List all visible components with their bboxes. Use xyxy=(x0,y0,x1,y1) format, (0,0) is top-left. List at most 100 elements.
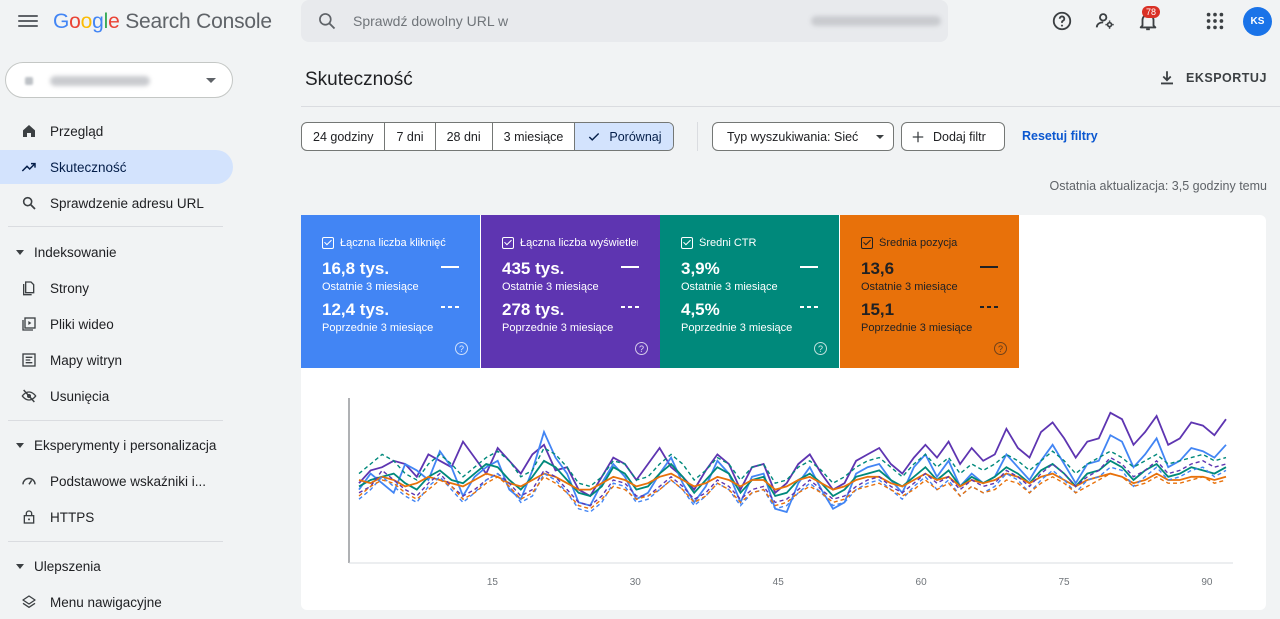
compare-button[interactable]: Porównaj xyxy=(575,123,673,150)
date-range-selector: 24 godziny 7 dni 28 dni 3 miesiące Porów… xyxy=(301,122,674,151)
sitemap-icon xyxy=(22,353,36,367)
export-label: EKSPORTUJ xyxy=(1186,71,1267,85)
x-tick-label: 15 xyxy=(487,577,499,588)
avatar-initials: KS xyxy=(1250,16,1265,27)
metric-current-value: 435 tys. xyxy=(502,259,565,278)
metric-card-position[interactable]: Średnia pozycja 13,6 Ostatnie 3 miesiące… xyxy=(840,215,1019,368)
metric-card-ctr[interactable]: Średni CTR 3,9% Ostatnie 3 miesiące 4,5%… xyxy=(660,215,839,368)
sidebar-item-core-web-vitals[interactable]: Podstawowe wskaźniki i... xyxy=(0,464,233,498)
sidebar-section-title: Eksperymenty i personalizacja xyxy=(34,437,217,453)
sidebar-item-url-inspection[interactable]: Sprawdzenie adresu URL xyxy=(0,186,233,220)
metric-previous-label: Poprzednie 3 miesiące xyxy=(502,322,614,334)
search-type-filter[interactable]: Typ wyszukiwania: Sieć xyxy=(712,122,894,151)
solid-line-legend-icon xyxy=(621,266,639,268)
export-button[interactable]: EKSPORTUJ xyxy=(1158,69,1267,87)
date-range-28d[interactable]: 28 dni xyxy=(436,123,493,150)
compare-label: Porównaj xyxy=(609,129,662,144)
performance-line-chart: 15 30 45 60 75 90 xyxy=(348,398,1233,588)
header-divider xyxy=(301,106,1280,107)
sidebar-item-label: Menu nawigacyjne xyxy=(50,594,162,610)
manage-users-icon[interactable] xyxy=(1094,10,1116,32)
sidebar-item-pages[interactable]: Strony xyxy=(0,271,233,305)
x-tick-label: 60 xyxy=(916,577,928,588)
apps-grid-icon[interactable] xyxy=(1204,10,1226,32)
last-update-text: Ostatnia aktualizacja: 3,5 godziny temu xyxy=(1049,179,1267,193)
sidebar-item-label: Usunięcia xyxy=(50,388,110,404)
add-filter-button[interactable]: Dodaj filtr xyxy=(901,122,1005,151)
help-icon[interactable]: ? xyxy=(814,342,827,355)
speed-icon xyxy=(22,477,36,485)
property-favicon xyxy=(25,77,33,85)
solid-line-legend-icon xyxy=(800,266,818,268)
sidebar-section-enhancements[interactable]: Ulepszenia xyxy=(0,551,233,581)
blurred-url xyxy=(811,16,941,26)
sidebar-item-label: Skuteczność xyxy=(50,159,127,175)
visibility-off-icon xyxy=(21,389,37,403)
metric-previous-value: 12,4 tys. xyxy=(322,300,390,319)
sidebar-item-breadcrumbs[interactable]: Menu nawigacyjne xyxy=(0,585,233,619)
search-icon xyxy=(22,196,36,210)
x-tick-label: 90 xyxy=(1201,577,1213,588)
property-selector[interactable] xyxy=(5,62,233,98)
date-range-24h[interactable]: 24 godziny xyxy=(302,123,386,150)
avatar[interactable]: KS xyxy=(1243,7,1272,36)
sidebar-item-label: Pliki wideo xyxy=(50,316,114,332)
help-icon[interactable]: ? xyxy=(635,342,648,355)
metric-title: Średnia pozycja xyxy=(879,237,958,249)
series-line-2 xyxy=(358,459,1227,498)
layers-icon xyxy=(22,595,36,608)
metric-card-impressions[interactable]: Łączna liczba wyświetleń 435 tys. Ostatn… xyxy=(481,215,660,368)
metric-current-label: Ostatnie 3 miesiące xyxy=(861,281,958,293)
sidebar-item-label: Strony xyxy=(50,280,90,296)
series-line-5 xyxy=(358,466,1227,513)
property-name-blurred xyxy=(50,76,150,86)
logo[interactable]: Google Search Console xyxy=(53,10,272,34)
sidebar-section-title: Indeksowanie xyxy=(34,244,117,260)
sidebar-item-performance[interactable]: Skuteczność xyxy=(0,150,233,184)
sidebar-item-https[interactable]: HTTPS xyxy=(0,500,233,534)
x-tick-label: 30 xyxy=(630,577,642,588)
date-range-7d[interactable]: 7 dni xyxy=(385,123,436,150)
sidebar-item-sitemaps[interactable]: Mapy witryn xyxy=(0,343,233,377)
sidebar-item-overview[interactable]: Przegląd xyxy=(0,114,233,148)
add-filter-label: Dodaj filtr xyxy=(933,129,986,144)
url-inspect-search[interactable] xyxy=(301,0,948,42)
sidebar-section-title: Ulepszenia xyxy=(34,558,101,574)
checkbox-icon[interactable] xyxy=(681,237,693,249)
metric-previous-value: 4,5% xyxy=(681,300,720,319)
checkbox-icon[interactable] xyxy=(502,237,514,249)
menu-icon[interactable] xyxy=(18,12,38,30)
search-input[interactable] xyxy=(353,13,913,29)
sidebar-item-label: HTTPS xyxy=(50,509,95,525)
collapse-caret-icon xyxy=(16,442,24,448)
metric-current-label: Ostatnie 3 miesiące xyxy=(502,281,599,293)
dashed-line-legend-icon xyxy=(441,306,459,308)
metric-current-value: 13,6 xyxy=(861,259,895,278)
metric-previous-value: 278 tys. xyxy=(502,300,565,319)
home-icon xyxy=(23,125,35,137)
sidebar-section-experiments[interactable]: Eksperymenty i personalizacja xyxy=(0,430,233,460)
checkbox-icon[interactable] xyxy=(861,237,873,249)
download-icon xyxy=(1161,71,1173,85)
sidebar-item-label: Przegląd xyxy=(50,123,104,139)
series-line-6 xyxy=(358,447,1227,488)
sidebar-item-label: Podstawowe wskaźniki i... xyxy=(50,473,207,489)
sidebar-item-videos[interactable]: Pliki wideo xyxy=(0,307,233,341)
series-line-1 xyxy=(358,429,1227,514)
metric-previous-label: Poprzednie 3 miesiące xyxy=(861,322,973,334)
help-icon[interactable]: ? xyxy=(455,342,468,355)
search-type-label: Typ wyszukiwania: Sieć xyxy=(727,129,859,144)
series-line-7 xyxy=(358,472,1227,510)
metric-card-clicks[interactable]: Łączna liczba kliknięć 16,8 tys. Ostatni… xyxy=(301,215,480,368)
collapse-caret-icon xyxy=(16,563,24,569)
metric-title: Łączna liczba wyświetleń xyxy=(520,237,638,249)
date-range-3m[interactable]: 3 miesiące xyxy=(493,123,576,150)
help-icon[interactable]: ? xyxy=(994,342,1007,355)
sidebar-section-indexing[interactable]: Indeksowanie xyxy=(0,237,233,267)
help-icon[interactable] xyxy=(1051,10,1073,32)
sidebar-item-removals[interactable]: Usunięcia xyxy=(0,379,233,413)
reset-filters-link[interactable]: Resetuj filtry xyxy=(1022,129,1098,143)
notification-count-badge: 78 xyxy=(1142,6,1161,18)
checkbox-icon[interactable] xyxy=(322,237,334,249)
collapse-caret-icon xyxy=(16,249,24,255)
